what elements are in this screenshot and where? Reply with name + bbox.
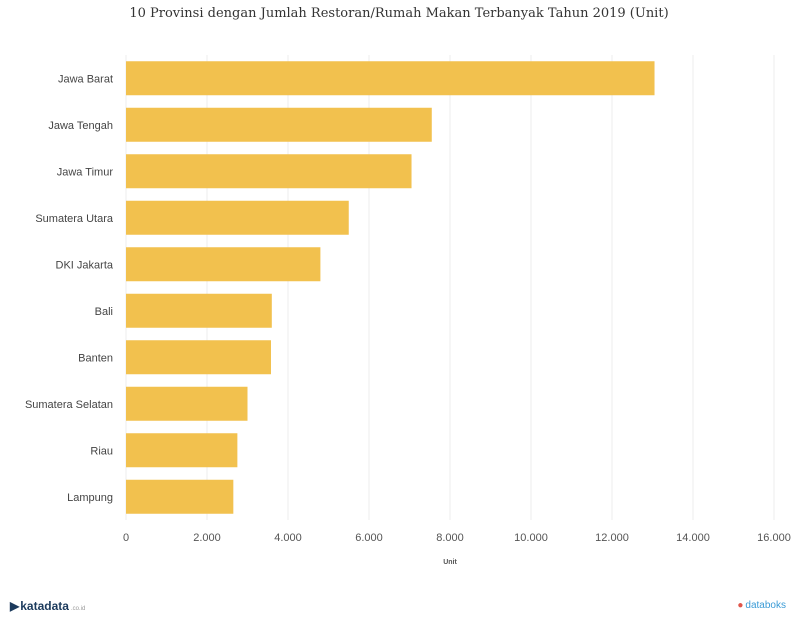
bar xyxy=(126,293,272,328)
x-axis-title: Unit xyxy=(443,559,457,566)
category-label: Jawa Timur xyxy=(57,166,114,178)
location-pin-icon: ● xyxy=(737,600,744,611)
bar xyxy=(126,433,238,468)
bar xyxy=(126,200,349,235)
bars xyxy=(126,61,655,514)
databoks-logo: ● databoks xyxy=(737,600,786,611)
bar xyxy=(126,340,271,375)
category-label: Banten xyxy=(78,352,113,364)
x-tick-label: 4.000 xyxy=(274,532,302,544)
category-label: Sumatera Selatan xyxy=(25,399,113,411)
x-tick-label: 6.000 xyxy=(355,532,383,544)
brand-left-suffix: .co.id xyxy=(70,606,86,612)
category-label: DKI Jakarta xyxy=(56,259,114,271)
bar xyxy=(126,61,655,96)
x-tick-label: 14.000 xyxy=(676,532,710,544)
brand-right-text: databoks xyxy=(745,600,786,611)
bar xyxy=(126,479,234,514)
katadata-mark-icon: ▶ xyxy=(10,599,20,613)
bar xyxy=(126,154,412,189)
category-label: Jawa Tengah xyxy=(48,120,113,132)
x-tick-label: 0 xyxy=(123,532,129,544)
category-label: Sumatera Utara xyxy=(35,213,114,225)
x-tick-label: 8.000 xyxy=(436,532,464,544)
category-label: Riau xyxy=(90,445,113,457)
x-tick-label: 2.000 xyxy=(193,532,221,544)
bar xyxy=(126,107,432,142)
bar xyxy=(126,247,321,282)
category-labels: Jawa Barat Jawa Tengah Jawa Timur Sumatera … xyxy=(25,73,114,504)
category-label: Lampung xyxy=(67,492,113,504)
chart-title: 10 Provinsi dengan Jumlah Restoran/Rumah… xyxy=(129,6,669,21)
bar xyxy=(126,386,248,421)
katadata-logo: ▶katadata .co.id xyxy=(10,599,85,613)
category-label: Bali xyxy=(95,306,113,318)
grid-lines xyxy=(125,55,775,520)
brand-left-text: katadata xyxy=(20,599,69,613)
x-tick-labels: 0 2.000 4.000 6.000 8.000 10.000 12.000 14.000 1… xyxy=(123,532,791,544)
x-tick-label: 12.000 xyxy=(595,532,629,544)
category-label: Jawa Barat xyxy=(58,73,113,85)
x-tick-label: 16.000 xyxy=(757,532,791,544)
x-tick-label: 10.000 xyxy=(514,532,548,544)
